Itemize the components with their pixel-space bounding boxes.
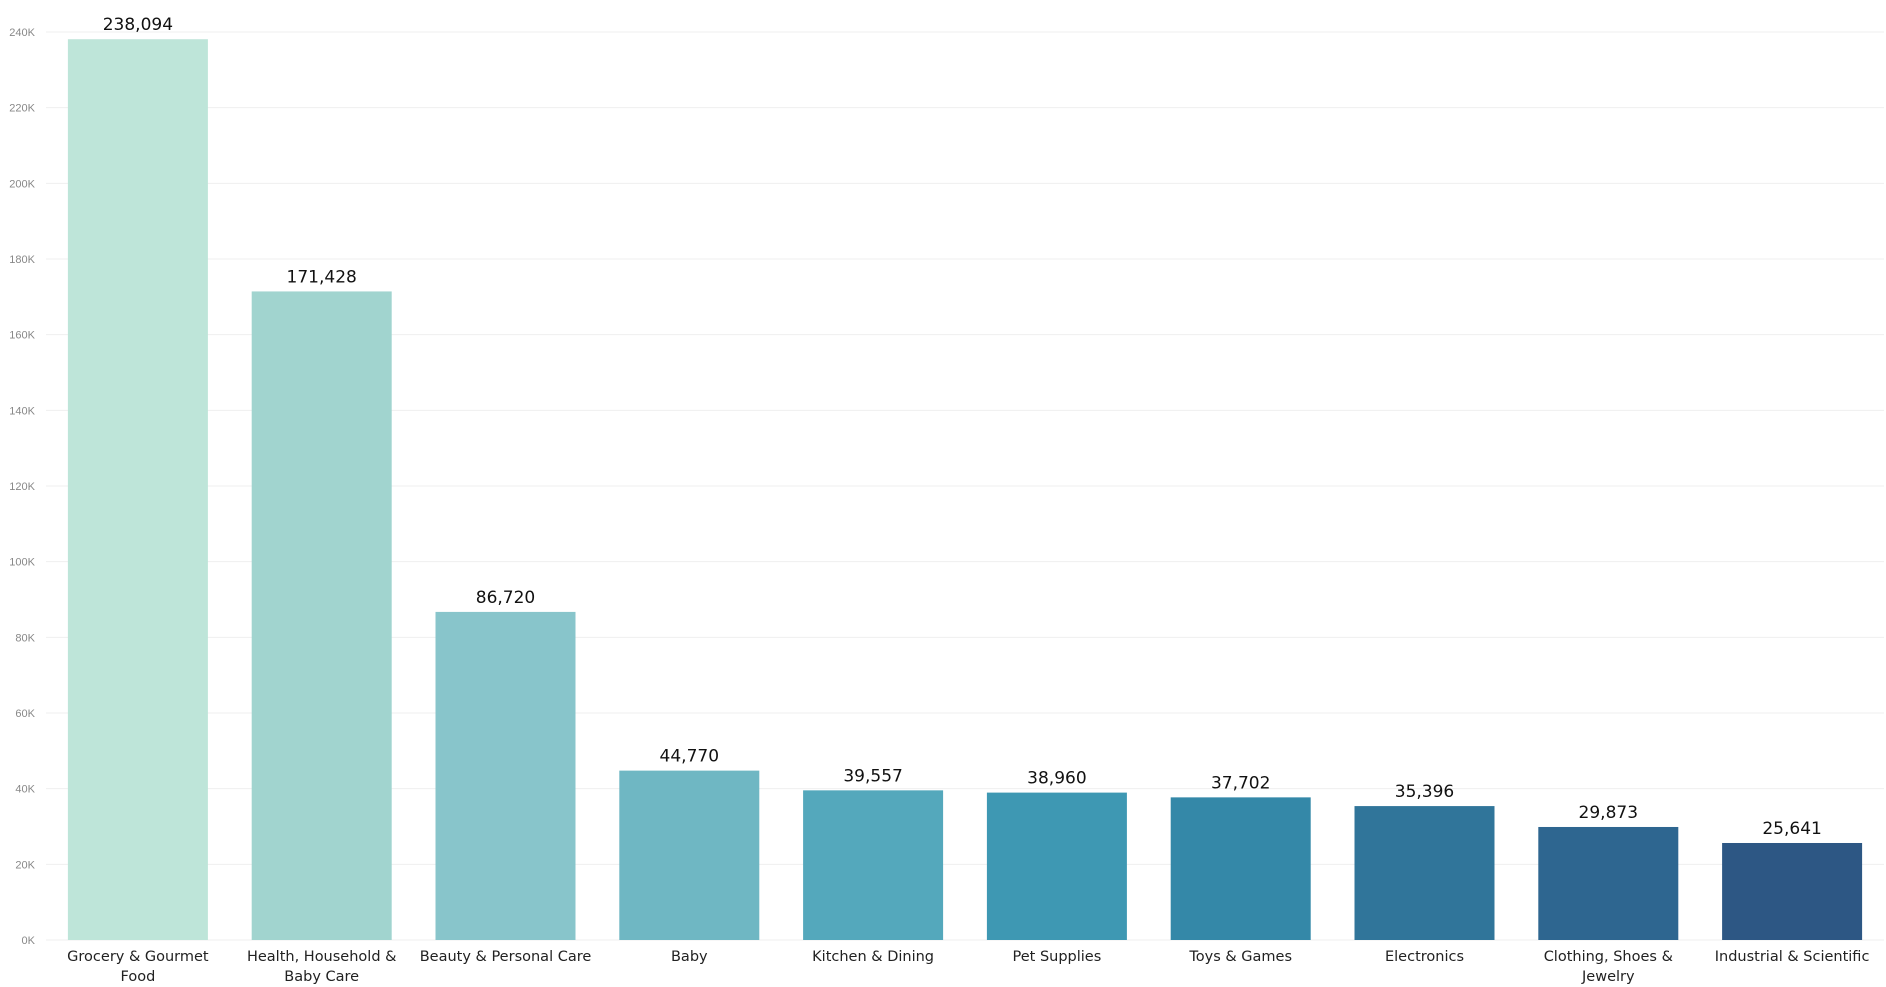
y-tick-label: 140K: [9, 405, 35, 417]
y-tick-label: 180K: [9, 254, 35, 266]
x-tick-label: Industrial & Scientific: [1715, 949, 1870, 965]
bar: [1538, 826, 1679, 940]
x-tick-label: Toys & Games: [1188, 949, 1292, 965]
bar: [1170, 797, 1311, 940]
x-tick-label: Pet Supplies: [1013, 949, 1102, 965]
data-label: 86,720: [476, 588, 535, 608]
y-tick-label: 20K: [15, 859, 35, 871]
y-tick-label: 40K: [15, 784, 35, 796]
y-tick-label: 100K: [9, 557, 35, 569]
bar: [435, 611, 576, 940]
x-tick-label: Beauty & Personal Care: [420, 949, 592, 965]
x-tick-label: Baby: [671, 949, 708, 965]
bar: [619, 770, 760, 940]
y-tick-label: 120K: [9, 481, 35, 493]
y-tick-label: 200K: [9, 178, 35, 190]
y-tick-label: 240K: [9, 27, 35, 39]
bar: [251, 291, 392, 940]
bar: [803, 790, 944, 940]
y-tick-label: 220K: [9, 103, 35, 115]
y-tick-label: 160K: [9, 330, 35, 342]
y-tick-label: 80K: [15, 632, 35, 644]
bar: [1354, 806, 1495, 940]
x-tick-label: Electronics: [1385, 949, 1464, 965]
x-tick-label: Health, Household & Baby Care: [247, 949, 396, 985]
bar: [986, 792, 1127, 940]
x-tick-label: Grocery & Gourmet Food: [67, 949, 209, 985]
data-label: 37,702: [1211, 773, 1270, 793]
data-label: 44,770: [660, 747, 719, 767]
bar: [67, 39, 208, 940]
data-label: 238,094: [103, 15, 173, 35]
data-label: 171,428: [287, 267, 357, 287]
bar: [1722, 842, 1863, 940]
y-tick-label: 60K: [15, 708, 35, 720]
data-label: 35,396: [1395, 782, 1454, 802]
x-tick-label: Kitchen & Dining: [812, 949, 934, 965]
y-tick-label: 0K: [22, 935, 36, 947]
data-label: 38,960: [1027, 769, 1086, 789]
data-label: 25,641: [1762, 819, 1821, 839]
data-label: 39,557: [843, 766, 902, 786]
x-tick-label: Clothing, Shoes & Jewelry: [1544, 949, 1673, 985]
data-label: 29,873: [1579, 803, 1638, 823]
